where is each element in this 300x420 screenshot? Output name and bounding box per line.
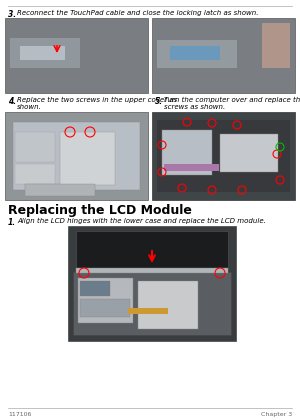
Bar: [157, 120, 290, 192]
Text: 117106: 117106: [8, 412, 32, 417]
Bar: [262, 23, 290, 68]
Bar: [15, 164, 55, 184]
Bar: [76, 231, 228, 269]
Bar: [80, 281, 110, 296]
Text: Replacing the LCD Module: Replacing the LCD Module: [8, 204, 192, 217]
Bar: [68, 226, 236, 341]
Bar: [15, 132, 55, 162]
Text: Turn the computer over and replace the eleven
screws as shown.: Turn the computer over and replace the e…: [164, 97, 300, 110]
Text: 4.: 4.: [8, 97, 16, 106]
Bar: [78, 278, 133, 323]
Text: Align the LCD hinges with the lower case and replace the LCD module.: Align the LCD hinges with the lower case…: [17, 218, 266, 224]
Bar: [60, 132, 115, 185]
Text: 5.: 5.: [155, 97, 163, 106]
Bar: [170, 46, 220, 60]
Text: Reconnect the TouchPad cable and close the locking latch as shown.: Reconnect the TouchPad cable and close t…: [17, 10, 259, 16]
Text: Chapter 3: Chapter 3: [261, 412, 292, 417]
Bar: [10, 38, 80, 68]
Bar: [25, 184, 95, 196]
Bar: [138, 281, 198, 329]
Bar: [73, 272, 231, 335]
Bar: [5, 18, 148, 93]
Bar: [152, 112, 295, 200]
Text: Replace the two screws in the upper cover as
shown.: Replace the two screws in the upper cove…: [17, 97, 177, 110]
Bar: [76, 268, 228, 273]
Bar: [80, 299, 130, 317]
Bar: [152, 18, 295, 93]
Text: 3.: 3.: [8, 10, 16, 19]
Bar: [128, 308, 168, 314]
Bar: [220, 134, 278, 172]
Bar: [164, 164, 219, 171]
Text: 1.: 1.: [8, 218, 16, 227]
Bar: [157, 40, 237, 68]
Bar: [20, 46, 65, 60]
Bar: [162, 130, 212, 175]
Bar: [5, 112, 148, 200]
Bar: [13, 122, 140, 190]
